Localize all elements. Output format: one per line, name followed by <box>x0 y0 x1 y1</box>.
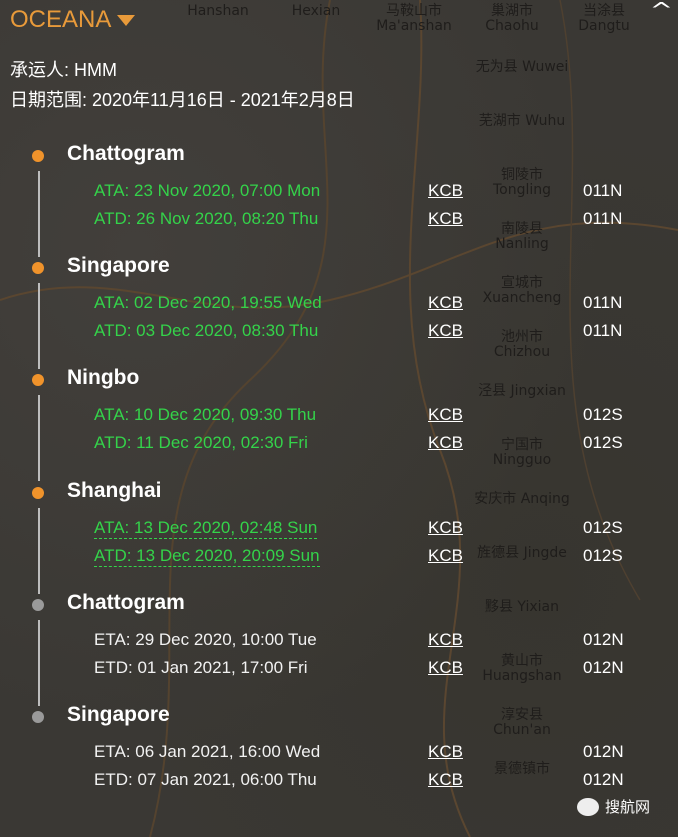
voyage-number: 012N <box>583 742 624 761</box>
event-time: ATD: 13 Dec 2020, 20:09 Sun <box>94 545 320 567</box>
voyage-number: 011N <box>583 181 623 200</box>
service-link[interactable]: KCB <box>428 209 463 228</box>
voyage-number: 011N <box>583 209 623 228</box>
timeline-dot-icon <box>32 598 44 611</box>
map-label: 宣城市 Xuancheng <box>482 275 562 306</box>
port-name: Singapore <box>67 703 170 726</box>
timeline-dot-icon <box>32 150 44 162</box>
service-link[interactable]: KCB <box>428 770 463 789</box>
timeline-dot-icon <box>32 374 44 387</box>
event-time: ATA: 10 Dec 2020, 09:30 Thu <box>94 405 317 425</box>
map-label: 南陵县 Nanling <box>495 221 549 252</box>
map-label: 旌德县 Jingde <box>477 545 567 561</box>
timeline-dot-icon <box>32 262 44 275</box>
voyage-number: 012S <box>583 517 623 537</box>
voyage-number: 012S <box>583 545 623 565</box>
map-label: 泾县 Jingxian <box>478 383 566 399</box>
voyage-number: 012S <box>583 405 623 425</box>
service-link[interactable]: KCB <box>428 293 463 313</box>
timeline-connector <box>38 619 40 706</box>
port-name: Ningbo <box>67 366 140 390</box>
service-link[interactable]: KCB <box>428 742 463 761</box>
map-label: 池州市 Chizhou <box>493 329 551 360</box>
timeline-connector <box>38 283 40 370</box>
watermark-text: 搜航网 <box>604 798 650 816</box>
map-label: 安庆市 Anqing <box>474 491 570 507</box>
service-link[interactable]: KCB <box>428 545 463 565</box>
map-label: 黄山市 Huangshan <box>482 653 562 684</box>
event-time: ATD: 03 Dec 2020, 08:30 Thu <box>94 321 319 341</box>
port-name: Chattogram <box>67 590 185 614</box>
port-stop: Ningbo ATA: 10 Dec 2020, 09:30 Thu KCB 012S… <box>0 366 678 491</box>
event-time: ATA: 02 Dec 2020, 19:55 Wed <box>94 293 322 313</box>
caret-down-icon <box>117 14 136 26</box>
event-time: ETD: 01 Jan 2021, 17:00 Fri <box>94 657 308 677</box>
map-label: 当涂县 Dangtu <box>578 3 630 34</box>
voyage-number: 011N <box>583 293 623 313</box>
port-stop: Singapore ATA: 02 Dec 2020, 19:55 Wed KCB 0… <box>0 254 678 379</box>
event-time: ETA: 29 Dec 2020, 10:00 Tue <box>94 629 317 649</box>
port-name: Singapore <box>67 254 170 278</box>
timeline-dot-icon <box>32 711 44 723</box>
timeline-connector <box>38 171 40 257</box>
service-link[interactable]: KCB <box>428 433 463 453</box>
event-time: ATA: 13 Dec 2020, 02:48 Sun <box>94 517 318 539</box>
port-stop: Singapore ETA: 06 Jan 2021, 16:00 Wed KCB 0… <box>0 703 678 828</box>
map-label: 铜陵市 Tongling <box>492 167 552 198</box>
carrier-label: 承运人: HMM <box>10 60 117 80</box>
service-link[interactable]: KCB <box>428 517 463 537</box>
map-label: Hanshan <box>187 3 249 19</box>
voyage-number: 012N <box>583 770 624 789</box>
map-label: 黟县 Yixian <box>484 599 560 615</box>
service-link[interactable]: KCB <box>428 181 463 200</box>
map-label: 巢湖市 Chaohu <box>485 3 539 34</box>
event-time: ATD: 26 Nov 2020, 08:20 Thu <box>94 209 319 228</box>
timeline-dot-icon <box>32 486 44 499</box>
brand-name: OCEANA <box>10 6 112 33</box>
map-label: 淳安县 Chun'an <box>493 707 551 738</box>
port-stop: Chattogram ETA: 29 Dec 2020, 10:00 Tue KCB… <box>0 591 678 716</box>
port-stop: Chattogram ATA: 23 Nov 2020, 07:00 Mon KCB… <box>0 142 678 267</box>
port-name: Shanghai <box>67 478 162 502</box>
map-label: 芜湖市 Wuhu <box>478 113 566 129</box>
wechat-icon <box>576 797 599 816</box>
map-label: 宁国市 Ningguo <box>492 437 552 468</box>
voyage-number: 012N <box>583 657 624 677</box>
service-link[interactable]: KCB <box>428 405 463 425</box>
brand-dropdown[interactable]: OCEANA <box>10 6 136 34</box>
watermark: 搜航网 <box>576 796 650 817</box>
service-link[interactable]: KCB <box>428 629 463 649</box>
service-link[interactable]: KCB <box>428 321 463 341</box>
port-stop: Shanghai ATA: 13 Dec 2020, 02:48 Sun KCB 01… <box>0 479 678 604</box>
voyage-number: 012S <box>583 433 623 453</box>
map-label: Hexian <box>291 3 341 19</box>
voyage-number: 012N <box>583 629 624 649</box>
timeline-connector <box>38 507 40 594</box>
map-label: 无为县 Wuwei <box>475 59 569 75</box>
date-range-label: 日期范围: 2020年11月16日 - 2021年2月8日 <box>10 90 355 110</box>
voyage-number: 011N <box>583 321 623 341</box>
map-label: 景德镇市 <box>494 761 550 777</box>
event-time: ATA: 23 Nov 2020, 07:00 Mon <box>94 181 321 200</box>
service-link[interactable]: KCB <box>428 657 463 677</box>
map-label: 马鞍山市 Ma'anshan <box>376 3 452 34</box>
port-name: Chattogram <box>67 142 185 165</box>
event-time: ETD: 07 Jan 2021, 06:00 Thu <box>94 770 317 789</box>
event-time: ETA: 06 Jan 2021, 16:00 Wed <box>94 742 321 761</box>
collapse-chevron-up-icon[interactable]: ^ <box>649 0 674 22</box>
timeline-connector <box>38 395 40 482</box>
event-time: ATD: 11 Dec 2020, 02:30 Fri <box>94 433 308 453</box>
